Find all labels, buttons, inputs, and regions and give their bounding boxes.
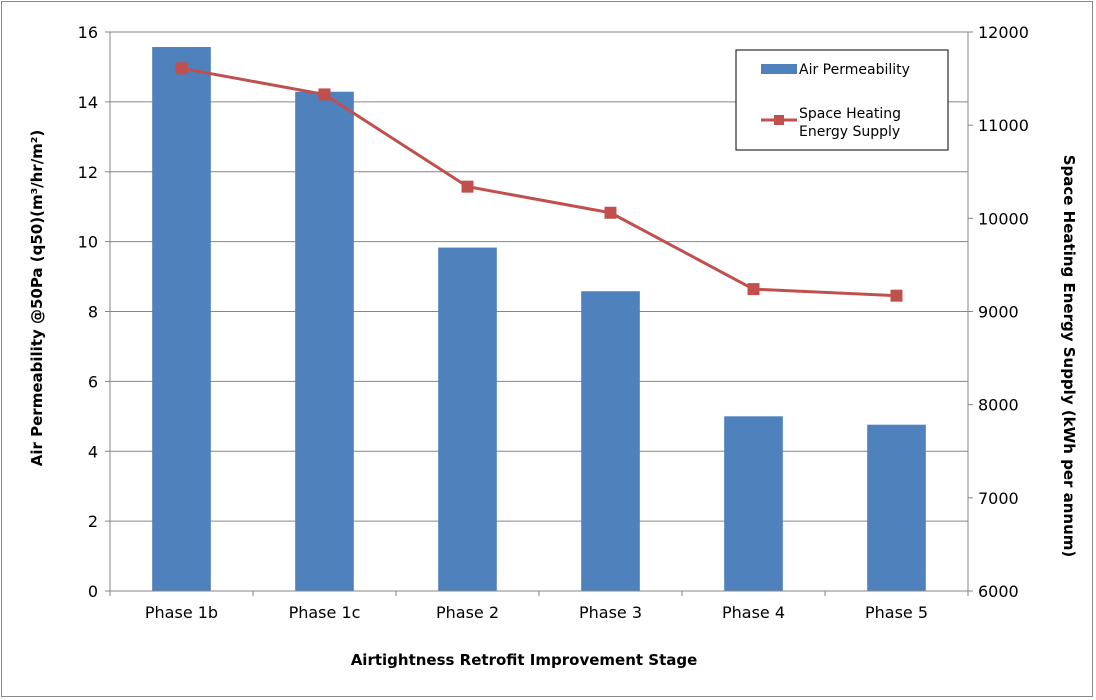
bar-phase-1b xyxy=(152,47,211,591)
y-axis-title: Air Permeability @50Pa (q50)(m³/hr/m²) xyxy=(28,130,46,466)
line-point-phase-1b xyxy=(175,62,188,75)
bar-phase-3 xyxy=(581,291,640,591)
bar-phase-4 xyxy=(724,416,783,591)
line-point-phase-2 xyxy=(461,180,474,193)
space-heating-line xyxy=(181,66,897,298)
legend-marker-swatch xyxy=(774,115,784,125)
legend-bar-swatch xyxy=(761,64,797,74)
y2-tick-label: 12000 xyxy=(978,23,1029,42)
y2-tick-label: 10000 xyxy=(978,209,1029,228)
y-tick-label: 6 xyxy=(88,372,98,391)
x-tick-label: Phase 1b xyxy=(145,603,218,622)
y2-tick-label: 7000 xyxy=(978,489,1019,508)
x-tick-label: Phase 2 xyxy=(436,603,499,622)
x-tick-label: Phase 3 xyxy=(579,603,642,622)
bar-series-air-permeability xyxy=(152,47,926,591)
line-point-phase-4 xyxy=(747,283,760,296)
y2-tick-label: 9000 xyxy=(978,303,1019,322)
x-tick-label: Phase 1c xyxy=(289,603,361,622)
legend-label-air-permeability: Air Permeability xyxy=(799,62,910,78)
y-tick-label: 4 xyxy=(88,442,98,461)
y2-tick-label: 11000 xyxy=(978,116,1029,135)
bar-phase-2 xyxy=(438,247,497,591)
y-tick-label: 14 xyxy=(78,93,98,112)
y-tick-label: 2 xyxy=(88,512,98,531)
legend: Air Permeability Space Heating Energy Su… xyxy=(735,49,949,151)
y-tick-label: 8 xyxy=(88,303,98,322)
y-tick-label: 10 xyxy=(78,233,98,252)
bar-phase-1c xyxy=(295,91,354,591)
tick-labels: 0 2 4 6 8 10 12 14 16 6000 7000 8000 9000 10000 11000 1… xyxy=(78,23,1029,622)
y-tick-label: 0 xyxy=(88,582,98,601)
bar-phase-5 xyxy=(867,424,926,591)
legend-label-space-heating-line1: Space Heating xyxy=(799,106,901,122)
axes xyxy=(105,31,973,596)
y2-tick-label: 6000 xyxy=(978,582,1019,601)
line-series-space-heating xyxy=(175,62,903,302)
line-point-phase-5 xyxy=(890,289,903,302)
y2-axis-title: Space Heating Energy Supply (kWh per ann… xyxy=(1060,155,1078,558)
y-tick-label: 16 xyxy=(78,23,98,42)
x-tick-label: Phase 5 xyxy=(865,603,928,622)
y2-tick-label: 8000 xyxy=(978,396,1019,415)
gridlines xyxy=(110,31,968,522)
x-axis-title: Airtightness Retrofit Improvement Stage xyxy=(351,651,698,669)
x-tick-label: Phase 4 xyxy=(722,603,785,622)
y-tick-label: 12 xyxy=(78,163,98,182)
line-point-phase-1c xyxy=(318,88,331,101)
legend-label-space-heating-line2: Energy Supply xyxy=(799,124,900,140)
line-point-phase-3 xyxy=(604,206,617,219)
